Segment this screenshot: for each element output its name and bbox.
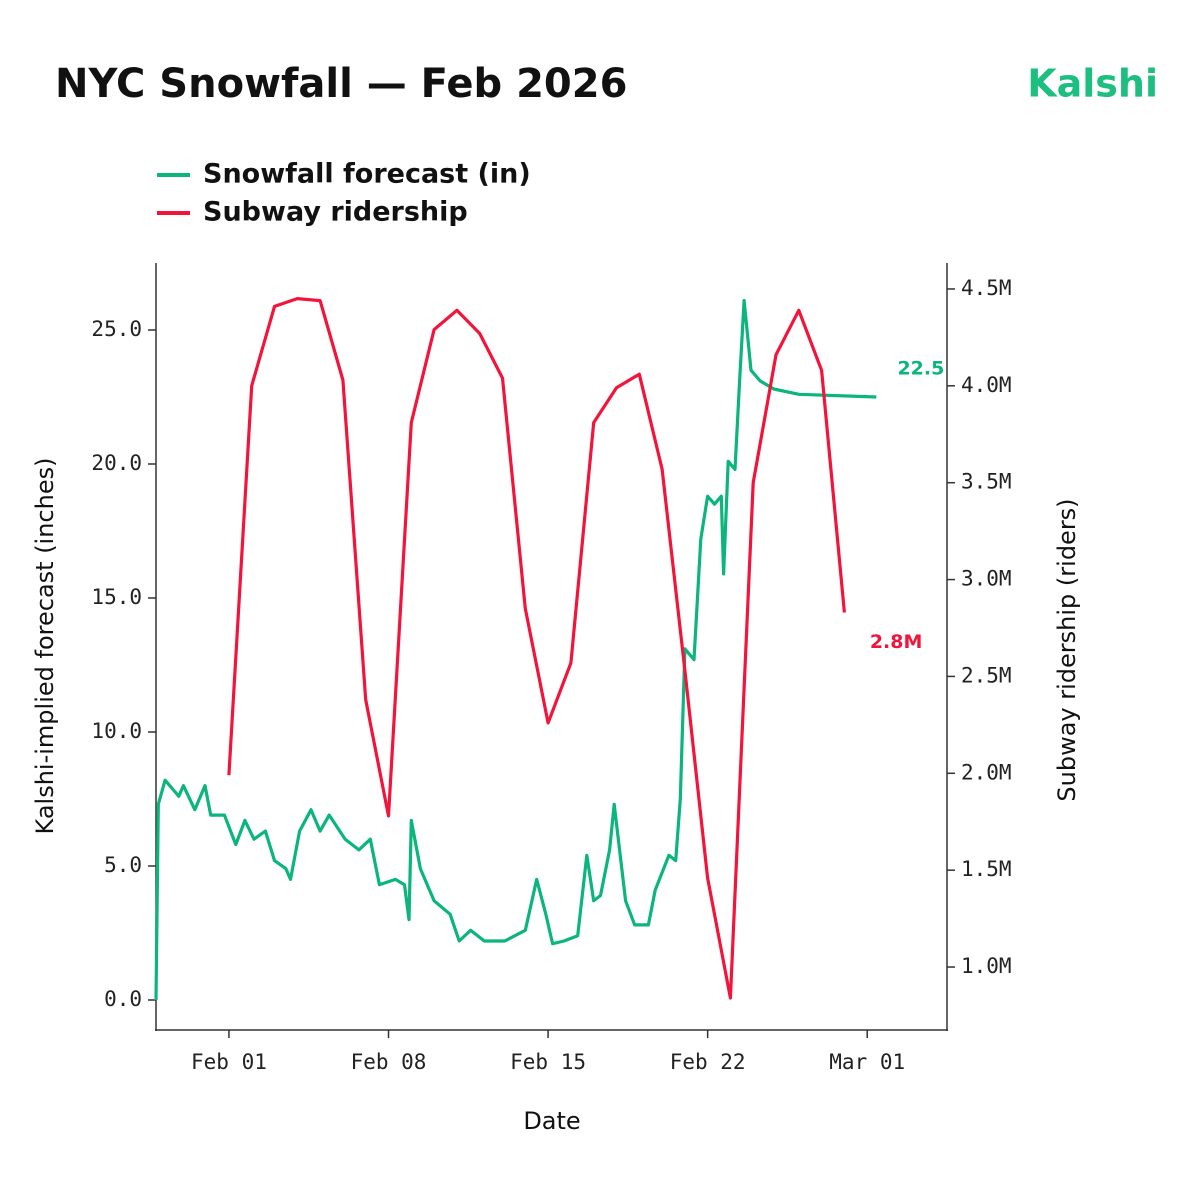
y-tick-label: 10.0	[91, 719, 142, 743]
y2-tick-label: 3.0M	[961, 567, 1012, 591]
x-axis-label: Date	[523, 1107, 580, 1135]
x-tick-label: Feb 22	[670, 1050, 746, 1074]
y2-tick-label: 4.5M	[961, 276, 1012, 300]
y2-axis-label: Subway ridership (riders)	[1053, 498, 1081, 801]
y-tick-label: 25.0	[91, 317, 142, 341]
y2-tick-label: 1.0M	[961, 954, 1012, 978]
y-tick-label: 5.0	[104, 853, 142, 877]
y-axis-label: Kalshi-implied forecast (inches)	[31, 458, 59, 835]
chart-title: NYC Snowfall — Feb 2026	[55, 61, 627, 107]
y-tick-label: 20.0	[91, 451, 142, 475]
series-line	[154, 298, 877, 1001]
legend-label: Subway ridership	[203, 197, 468, 228]
legend-label: Snowfall forecast (in)	[203, 159, 531, 190]
series-line	[227, 297, 846, 1000]
x-tick-label: Feb 01	[191, 1050, 267, 1074]
x-tick-label: Mar 01	[829, 1050, 905, 1074]
end-label: 22.5	[897, 357, 944, 379]
y-tick-label: 15.0	[91, 585, 142, 609]
y-tick-label: 0.0	[104, 987, 142, 1011]
y2-tick-label: 3.5M	[961, 470, 1012, 494]
axes	[155, 263, 948, 1031]
y2-tick-label: 2.5M	[961, 663, 1012, 687]
x-tick-label: Feb 08	[351, 1050, 427, 1074]
logo: Kalshi	[1027, 62, 1158, 106]
end-label: 2.8M	[870, 631, 923, 653]
y2-tick-label: 2.0M	[961, 760, 1012, 784]
x-tick-label: Feb 15	[510, 1050, 586, 1074]
y2-tick-label: 1.5M	[961, 857, 1012, 881]
y2-tick-label: 4.0M	[961, 373, 1012, 397]
